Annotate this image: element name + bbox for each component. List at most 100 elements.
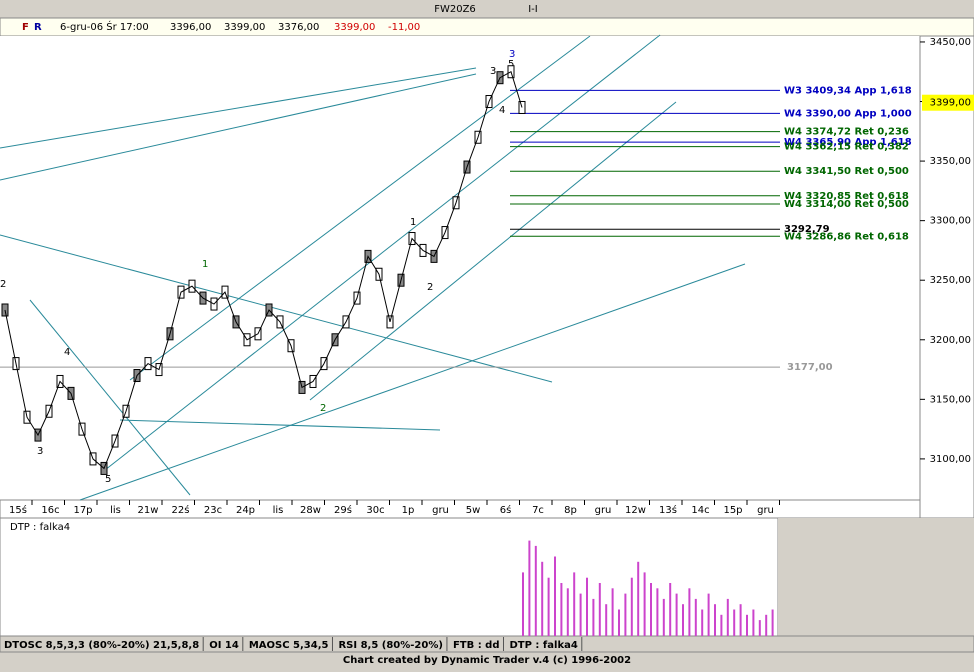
tab[interactable]: DTOSC 8,5,3,3 (80%-20%) 21,5,8,8	[4, 640, 199, 651]
indicator-bar	[650, 583, 652, 636]
x-tick-label: 17p	[73, 505, 92, 516]
tab-bar	[0, 635, 974, 653]
wave-label: 3	[37, 446, 43, 457]
x-tick-label: 15p	[723, 505, 742, 516]
indicator-bar	[541, 561, 544, 636]
x-tick-label: 13ś	[659, 504, 677, 516]
x-tick-label: 22ś	[172, 504, 190, 516]
indicator-bar	[688, 588, 691, 636]
x-tick-label: lis	[273, 505, 284, 516]
wave-label: 2	[427, 282, 433, 293]
indicator-bar	[733, 609, 736, 636]
indicator-bar	[547, 577, 550, 636]
tab[interactable]: FTB : dd	[453, 640, 500, 651]
indicator-bar	[701, 609, 704, 636]
y-tick-label: 3350,00	[930, 156, 971, 167]
button-r[interactable]: R	[34, 22, 42, 33]
x-tick-label: 30c	[366, 505, 384, 516]
wave-label: 1	[202, 259, 208, 270]
y-tick-label: 3300,00	[930, 216, 971, 227]
y-tick-label: 3200,00	[930, 335, 971, 346]
y-tick-label: 3250,00	[930, 275, 971, 286]
y-tick-label: 3450,00	[930, 37, 971, 48]
x-tick-label: 8p	[564, 505, 577, 516]
price-line	[4, 71, 523, 470]
indicator-pane	[0, 517, 779, 637]
indicator-bar	[598, 583, 601, 636]
level-label: W3 3409,34 App 1,618	[784, 85, 912, 96]
price-axis	[919, 35, 974, 519]
indicator-bar	[656, 588, 659, 636]
level-label: W4 3341,50 Ret 0,500	[784, 166, 909, 177]
x-tick-label: 24p	[236, 505, 255, 516]
info-change: -11,00	[388, 22, 420, 33]
title-bar	[0, 0, 974, 18]
x-tick-label: gru	[432, 505, 449, 516]
indicator-bar	[528, 540, 531, 636]
indicator-bar	[765, 614, 768, 636]
indicator-bar	[534, 545, 537, 636]
indicator-bar	[662, 598, 665, 636]
indicator-bar	[554, 556, 556, 636]
indicator-bar	[637, 561, 640, 636]
indicator-bar	[560, 583, 563, 636]
current-price-label: 3399,00	[930, 98, 971, 109]
x-tick-label: lis	[110, 505, 121, 516]
trendlines	[0, 34, 746, 501]
level-label: 3292,79	[784, 224, 830, 235]
wave-label: 3	[490, 66, 496, 77]
indicator-bar	[586, 577, 588, 636]
indicator-bar	[682, 604, 684, 636]
indicator-bar	[714, 604, 716, 636]
indicator-bar	[752, 609, 755, 636]
indicator-bar	[739, 604, 742, 636]
level-label: W4 3320,85 Ret 0,618	[784, 191, 909, 202]
indicator-bar	[771, 609, 774, 636]
wave-label: 4	[64, 347, 70, 358]
level-label: W4 3362,15 Ret 0,382	[784, 142, 909, 153]
indicator-bar	[592, 598, 595, 636]
indicator-bar	[624, 593, 627, 636]
indicator-blank	[778, 518, 974, 636]
tab[interactable]: DTP : falka4	[510, 640, 578, 651]
indicator-bar	[611, 588, 614, 636]
x-tick-label: 23c	[204, 505, 222, 516]
wave-label: 5	[105, 474, 111, 485]
subtitle: I-I	[528, 4, 538, 15]
info-low: 3376,00	[278, 22, 319, 33]
x-tick-label: 14c	[691, 505, 709, 516]
info-open: 3396,00	[170, 22, 211, 33]
indicator-bar	[694, 598, 697, 636]
tab[interactable]: OI 14	[209, 640, 239, 651]
x-tick-label: 29ś	[334, 504, 352, 516]
indicator-bar	[522, 572, 524, 636]
x-tick-label: 7c	[532, 505, 544, 516]
wave-label: 1	[410, 217, 416, 228]
indicator-bar	[720, 614, 723, 636]
y-tick-label: 3100,00	[930, 454, 971, 465]
indicator-bar	[707, 593, 710, 636]
wave-label: 2	[0, 279, 6, 290]
footer: Chart created by Dynamic Trader v.4 (c) …	[343, 655, 631, 666]
tab[interactable]: RSI 8,5 (80%-20%)	[338, 640, 442, 651]
level-label: W4 3374,72 Ret 0,236	[784, 127, 909, 138]
indicator-bar	[573, 572, 576, 636]
indicator-bar	[726, 598, 729, 636]
info-date: 6-gru-06 Śr 17:00	[60, 20, 149, 33]
x-tick-label: 28w	[300, 505, 321, 516]
x-tick-label: gru	[595, 505, 612, 516]
title: FW20Z6	[434, 4, 476, 15]
x-tick-label: 15ś	[9, 504, 27, 516]
indicator-bar	[758, 620, 761, 636]
tab[interactable]: MAOSC 5,34,5	[249, 640, 329, 651]
indicator-bar	[746, 614, 748, 636]
info-close: 3399,00	[334, 22, 375, 33]
button-f[interactable]: F	[22, 22, 29, 33]
x-tick-label: 1p	[402, 505, 415, 516]
indicator-bar	[579, 593, 582, 636]
wave-labels: 2 3 4 5 1 2 1 2 3 4 5 3	[0, 49, 515, 485]
wave-label: 2	[320, 403, 326, 414]
indicator-bar	[566, 588, 569, 636]
x-tick-label: 16c	[41, 505, 59, 516]
